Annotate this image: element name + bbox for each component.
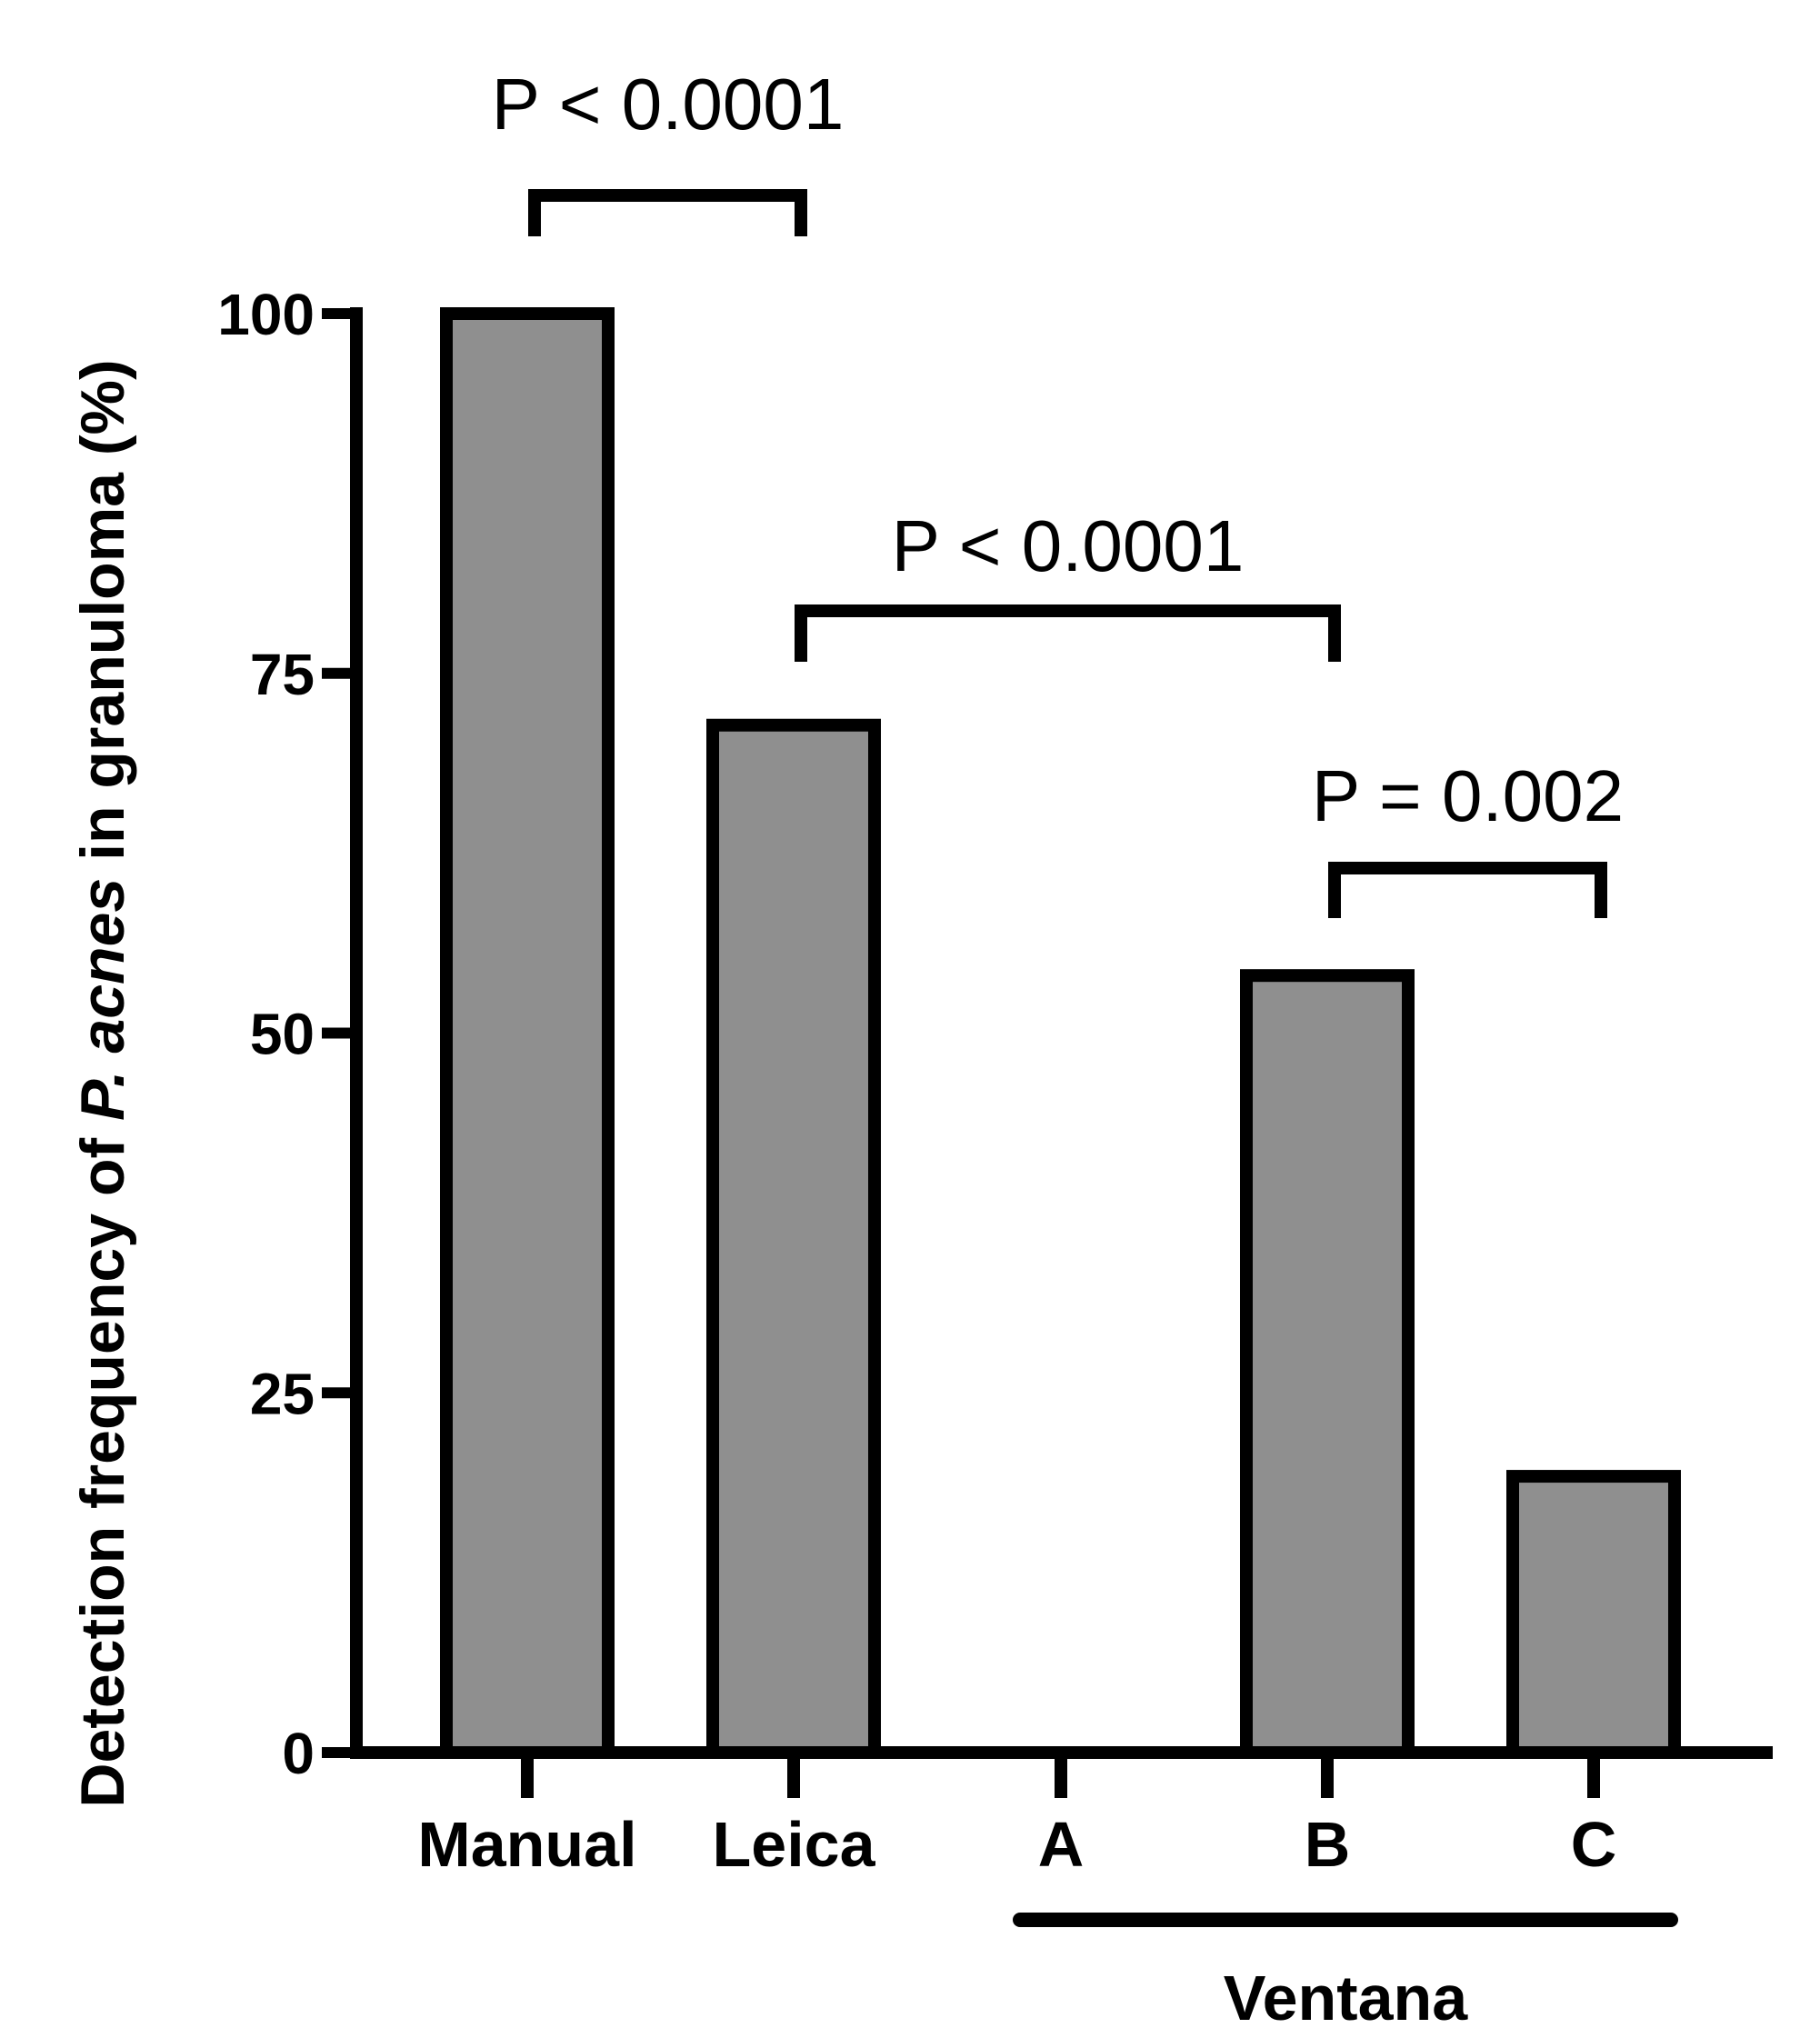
bar-b — [1240, 969, 1415, 1760]
x-tick-label-manual: Manual — [417, 1809, 636, 1880]
bars-layer — [440, 307, 1681, 1760]
y-axis-label-prefix: Detection frequency of — [68, 1121, 137, 1808]
bar-leica — [706, 718, 881, 1759]
significance-label-2: P < 0.0001 — [892, 505, 1245, 586]
axes-layer: 0 25 50 75 100 Manual Leica A B C Ventana — [217, 282, 1773, 2033]
x-tick-label-c: C — [1571, 1809, 1617, 1880]
bar-manual — [440, 307, 615, 1759]
annotations-layer: P < 0.0001 P < 0.0001 P = 0.002 — [492, 64, 1624, 918]
bar-c — [1506, 1470, 1681, 1759]
x-tick-label-b: B — [1305, 1809, 1351, 1880]
significance-label-3: P = 0.002 — [1312, 755, 1624, 836]
x-tick-label-a: A — [1038, 1809, 1085, 1880]
x-tick-label-leica: Leica — [713, 1809, 876, 1880]
y-tick-label-0: 0 — [282, 1721, 315, 1786]
y-axis-label-suffix: in granuloma (%) — [68, 359, 137, 877]
significance-bracket-1 — [528, 189, 807, 236]
significance-bracket-2 — [795, 604, 1341, 662]
group-label-ventana: Ventana — [1224, 1963, 1469, 2033]
y-tick-label-100: 100 — [217, 282, 315, 347]
y-tick-label-25: 25 — [250, 1361, 315, 1426]
significance-bracket-3 — [1328, 862, 1607, 918]
y-tick-label-75: 75 — [250, 642, 315, 707]
significance-label-1: P < 0.0001 — [492, 64, 845, 145]
y-axis-label: Detection frequency of P. acnes in granu… — [68, 359, 137, 1807]
y-axis-label-italic: P. acnes — [68, 878, 137, 1121]
y-tick-label-50: 50 — [250, 1002, 315, 1067]
